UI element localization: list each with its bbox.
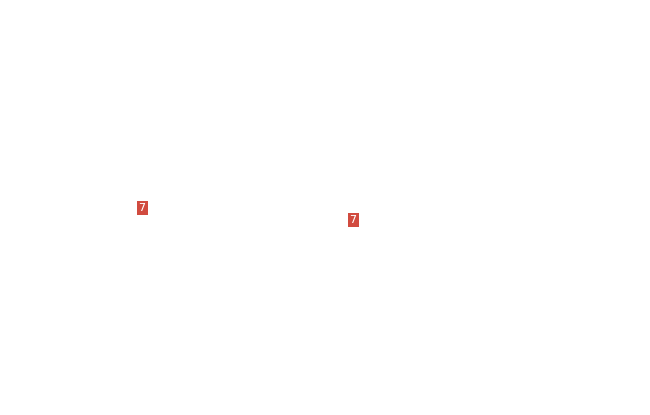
count-badge[interactable]: 7 [137, 201, 148, 215]
count-badge[interactable]: 7 [348, 213, 359, 227]
